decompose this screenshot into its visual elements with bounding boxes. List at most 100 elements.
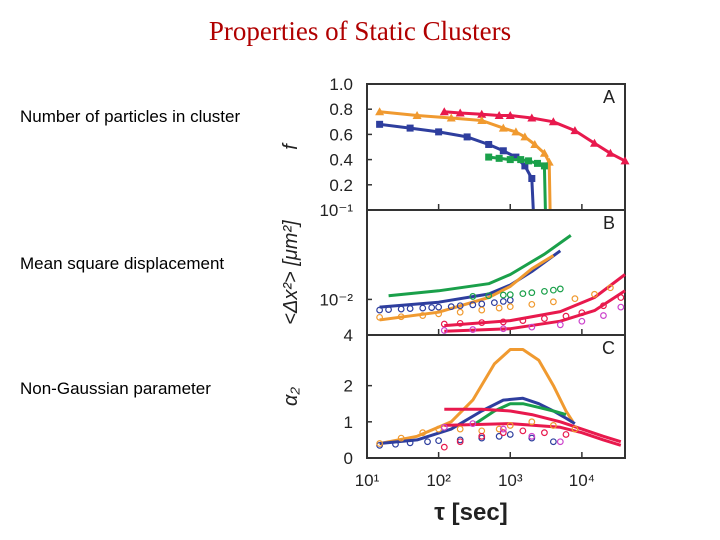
panel-letter-A: A: [603, 87, 615, 107]
series-B-8-point: [562, 312, 570, 320]
series-A-2-point: [463, 133, 471, 141]
series-B-5-point: [406, 305, 414, 312]
series-B-8-point: [499, 318, 507, 326]
ytick-label: 0.8: [329, 100, 353, 119]
series-B-6-point: [499, 291, 507, 299]
series-B-7-point: [376, 313, 384, 321]
series-C-5-point: [495, 432, 503, 440]
series-A-0-point: [455, 108, 465, 117]
series-B-9-point: [617, 303, 625, 311]
series-C-7-point: [499, 429, 507, 437]
ylabel-C: α₂: [280, 387, 302, 406]
series-C-6-point: [571, 425, 579, 433]
series-C-7-point: [562, 431, 570, 438]
series-B-6-point: [549, 286, 557, 294]
series-C-6-point: [456, 425, 464, 433]
series-C-5-point: [406, 439, 414, 447]
series-A-1-point: [412, 111, 422, 119]
series-A-1-point: [520, 132, 530, 141]
series-B-6-point: [541, 287, 548, 295]
series-C-7-point: [519, 427, 527, 435]
series-B-0-line: [379, 249, 562, 309]
series-B-6-point: [469, 293, 477, 300]
series-A-2-point: [485, 140, 493, 148]
series-A-3-point: [533, 159, 541, 167]
series-B-8-point: [478, 319, 486, 327]
ytick-label: 4: [344, 326, 353, 345]
series-A-0-point: [527, 113, 537, 122]
series-B-9-point: [440, 327, 448, 334]
caption-particles: Number of particles in cluster: [20, 107, 241, 126]
series-B-7-point: [606, 284, 614, 292]
series-B-6-point: [528, 289, 536, 297]
series-B-8-point: [541, 315, 548, 323]
ytick-label: 0.2: [329, 176, 353, 195]
xtick-label: 10²: [426, 471, 451, 490]
series-A-0-point: [620, 156, 630, 165]
ytick-label: 1: [344, 413, 353, 432]
series-A-2-point: [406, 124, 414, 132]
series-A-2-point: [512, 153, 520, 161]
series-B-8-point: [617, 294, 625, 301]
series-B-7-point: [528, 300, 536, 308]
series-B-9-point: [578, 317, 586, 325]
series-B-9-point: [528, 323, 536, 331]
series-B-5-point: [490, 299, 498, 307]
series-C-5-point: [424, 438, 431, 446]
series-B-6-point: [485, 292, 493, 300]
ytick-label: 10⁻¹: [319, 201, 353, 220]
ytick-label: 0.4: [329, 151, 353, 170]
series-B-9-point: [556, 321, 564, 329]
caption-msd: Mean square displacement: [20, 254, 225, 273]
series-B-9-point: [499, 325, 507, 333]
series-A-0-point: [494, 111, 504, 119]
series-B-5-point: [419, 304, 427, 312]
series-C-5-point: [435, 437, 443, 445]
series-C-5-point: [392, 440, 399, 448]
series-C-7-point: [541, 429, 548, 437]
series-B-8-point: [440, 320, 448, 328]
series-A-1-point: [498, 123, 508, 132]
series-B-7-point: [456, 308, 464, 316]
ytick-label: 1.0: [329, 75, 353, 94]
series-B-9-point: [469, 326, 477, 333]
series-B-4-line: [444, 289, 626, 333]
series-B-7-point: [571, 295, 579, 303]
series-B-7-point: [549, 298, 557, 306]
series-C-6-point: [506, 422, 514, 429]
series-B-5-point: [376, 306, 384, 314]
series-A-0-point: [548, 117, 558, 126]
series-B-7-point: [435, 310, 443, 318]
series-C-6-point: [397, 434, 405, 442]
series-A-1-point: [375, 107, 385, 116]
series-C-1-line: [379, 396, 576, 445]
xtick-label: 10¹: [355, 471, 380, 490]
series-A-3-point: [495, 154, 503, 162]
series-B-8-point: [600, 302, 607, 310]
series-A-0-point: [605, 148, 615, 157]
series-C-8-point: [440, 423, 448, 431]
series-B-5-point: [499, 298, 507, 305]
series-B-5-point: [428, 304, 436, 312]
series-C-8-point: [469, 420, 477, 428]
series-B-6-point: [556, 285, 564, 293]
series-A-3-point: [485, 153, 493, 161]
series-A-1-point: [446, 113, 456, 122]
series-A-0-point: [477, 109, 487, 118]
series-B-8-point: [578, 309, 586, 317]
series-B-5-point: [435, 303, 443, 311]
series-A-0-point: [439, 107, 449, 116]
series-B-7-point: [495, 304, 503, 312]
series-C-6-point: [528, 418, 536, 426]
series-A-2-point: [528, 175, 536, 182]
xtick-label: 10⁴: [569, 471, 595, 490]
series-B-5-point: [456, 302, 464, 310]
series-A-0-point: [505, 111, 515, 119]
ytick-label: 2: [344, 377, 353, 396]
series-B-5-point: [478, 300, 486, 308]
series-B-9-point: [600, 312, 607, 319]
series-A-2-point: [521, 162, 529, 170]
series-C-6-point: [549, 422, 557, 429]
ytick-label: 10⁻²: [319, 290, 353, 309]
